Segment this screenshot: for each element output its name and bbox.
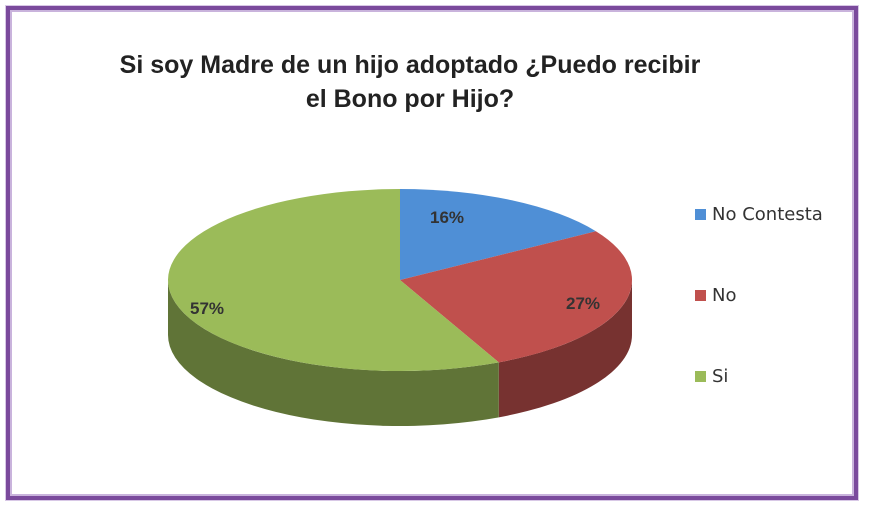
legend-swatch-no: [695, 290, 706, 301]
pie-slice-no: [400, 231, 632, 363]
legend-label-si: Si: [712, 366, 729, 387]
pie-slice-no-contesta: [400, 189, 596, 280]
legend-label-no: No: [712, 285, 737, 306]
legend-swatch-no-contesta: [695, 209, 706, 220]
pie-side-si: [168, 280, 499, 426]
legend-item-no-contesta: No Contesta: [695, 204, 823, 225]
pie-side-no: [498, 280, 632, 418]
data-label-no-contesta: 16%: [430, 208, 465, 227]
chart-title-line-2: el Bono por Hijo?: [305, 85, 515, 113]
legend-label-no-contesta: No Contesta: [712, 204, 823, 225]
pie-slice-si: [167, 189, 499, 371]
chart-title: Si soy Madre de un hijo adoptado ¿Puedo …: [40, 48, 780, 116]
legend-item-si: Si: [695, 366, 728, 387]
legend-swatch-si: [695, 371, 706, 382]
chart-title-line-1: Si soy Madre de un hijo adoptado ¿Puedo …: [119, 51, 701, 79]
data-label-si: 57%: [190, 299, 225, 318]
data-label-no: 27%: [566, 294, 601, 313]
legend-item-no: No: [695, 285, 736, 306]
